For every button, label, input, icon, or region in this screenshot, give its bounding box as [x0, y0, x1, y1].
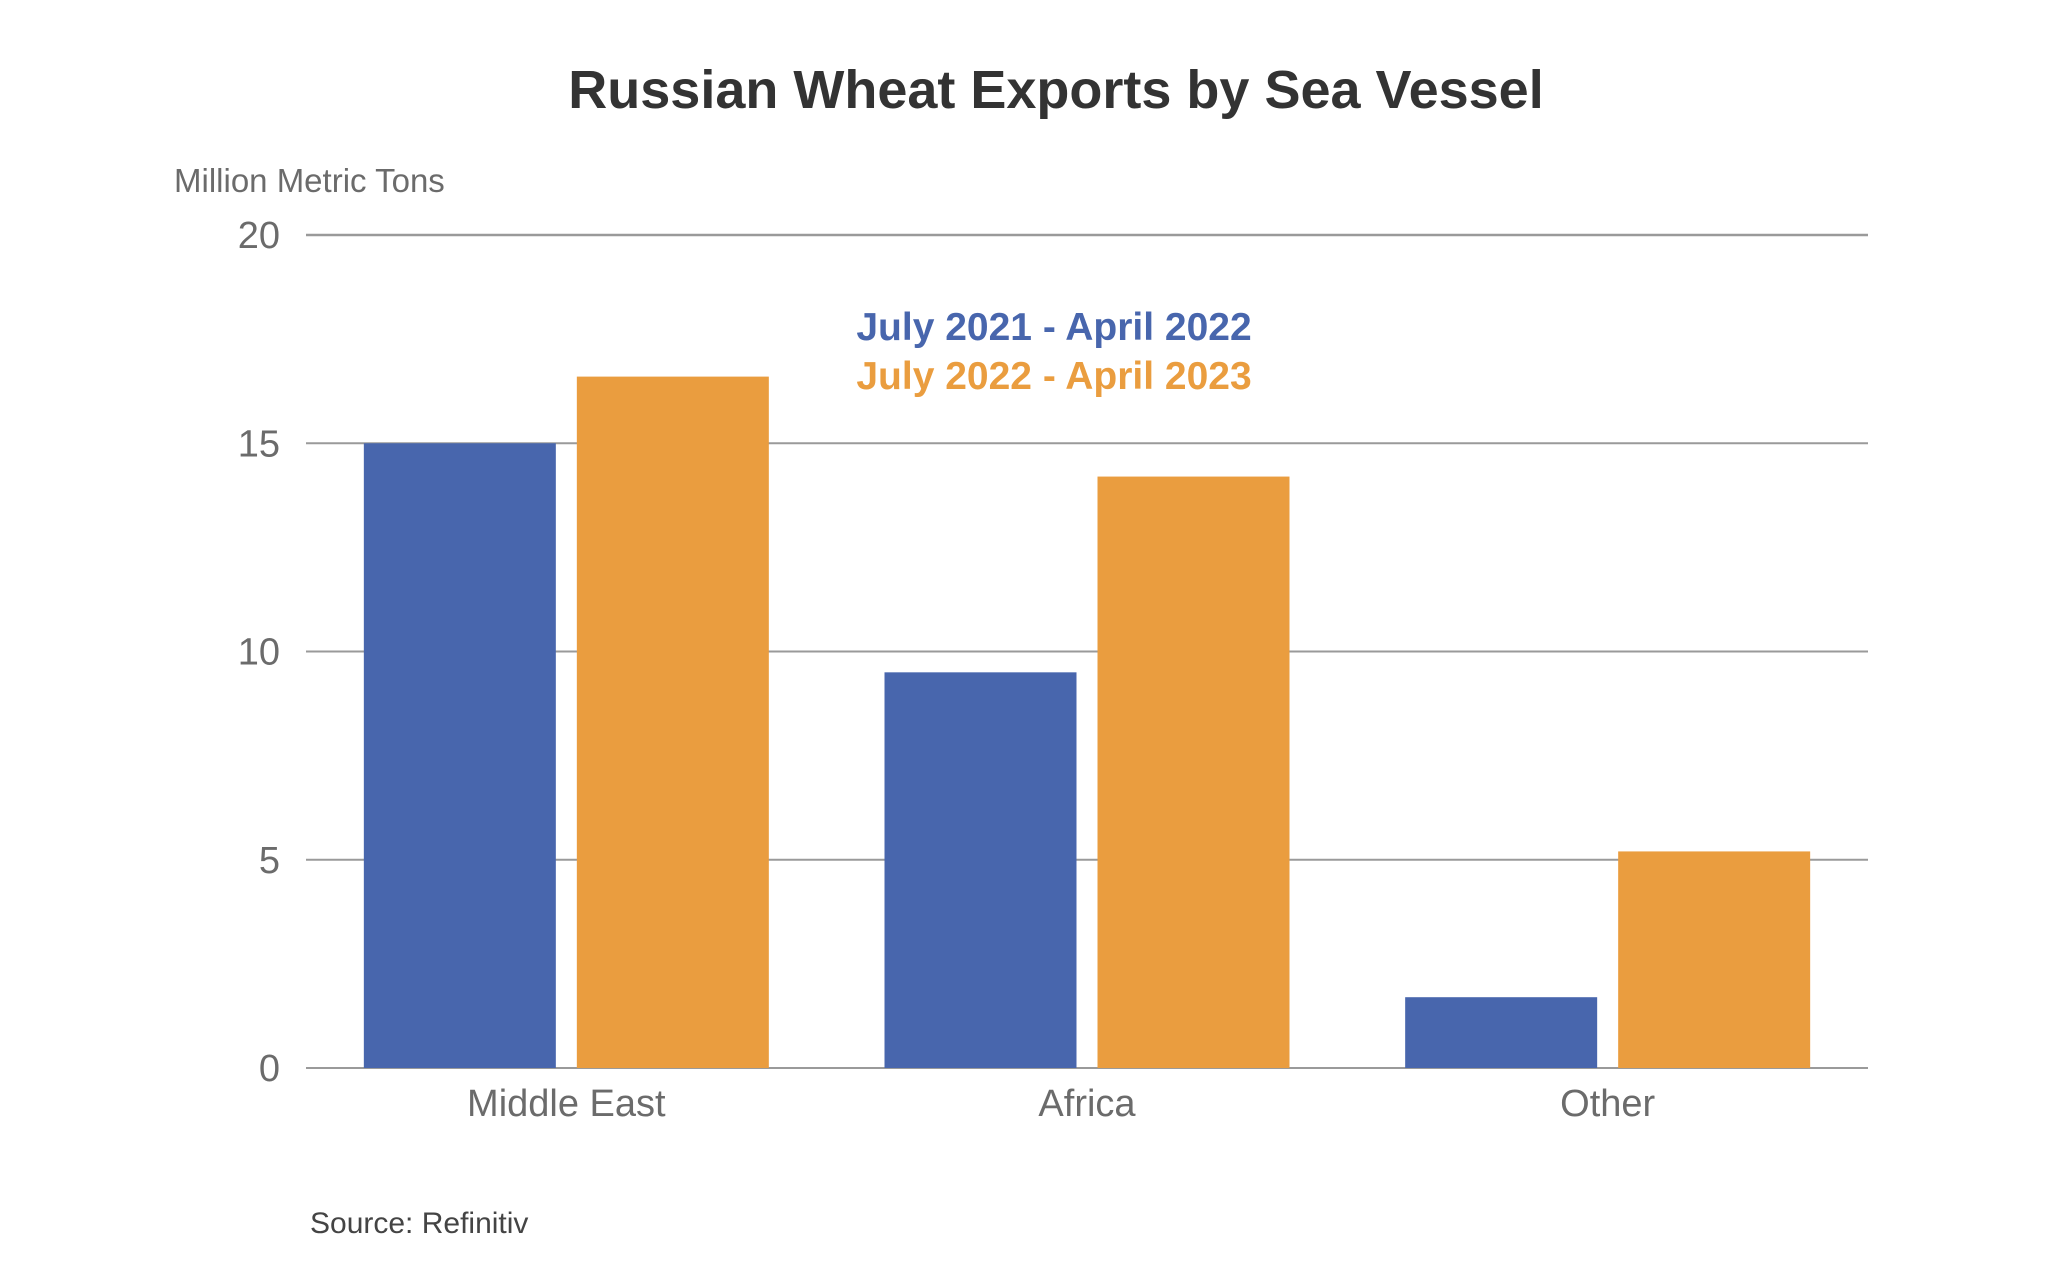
legend: July 2021 - April 2022 July 2022 - April…	[856, 306, 1251, 398]
y-tick-label: 10	[238, 632, 280, 674]
y-axis-label: Million Metric Tons	[174, 162, 445, 199]
y-tick-label: 5	[259, 840, 280, 882]
chart-title: Russian Wheat Exports by Sea Vessel	[568, 60, 1543, 120]
x-axis-ticks: Middle East Africa Other	[467, 1083, 1655, 1125]
bars	[363, 376, 1811, 1068]
y-tick-label: 15	[238, 423, 280, 465]
y-tick-label: 0	[259, 1048, 280, 1090]
x-tick-label: Middle East	[467, 1083, 666, 1125]
bar-other-series-2	[1618, 851, 1811, 1068]
bar-middle-east-series-1	[363, 443, 556, 1068]
bar-africa-series-2	[1097, 476, 1290, 1068]
bar-other-series-1	[1405, 997, 1598, 1068]
source-note: Source: Refinitiv	[310, 1207, 528, 1240]
bar-middle-east-series-2	[576, 376, 769, 1068]
y-tick-label: 20	[238, 215, 280, 257]
x-tick-label: Other	[1560, 1083, 1655, 1125]
legend-entry-series-2: July 2022 - April 2023	[856, 355, 1251, 398]
bar-africa-series-1	[884, 672, 1077, 1068]
x-tick-label: Africa	[1038, 1083, 1136, 1125]
gridlines	[306, 233, 1868, 1069]
legend-entry-series-1: July 2021 - April 2022	[856, 306, 1251, 349]
y-axis-ticks: 0 5 10 15 20	[238, 215, 280, 1090]
